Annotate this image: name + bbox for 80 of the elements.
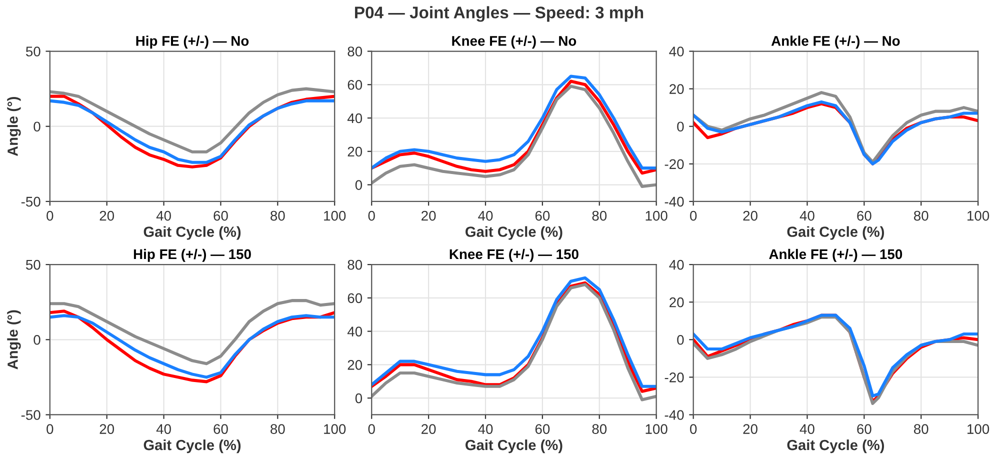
x-tick-label: 60 — [535, 424, 550, 434]
y-tick-label: 20 — [348, 360, 362, 370]
x-tick-label: 60 — [214, 424, 228, 434]
x-tick-label: 20 — [422, 210, 436, 221]
y-tick-label: -50 — [21, 196, 40, 207]
text: P04 — Joint Angles — Speed: 3 mph — [355, 6, 644, 22]
y-tick-label: -20 — [664, 159, 684, 170]
line-series — [50, 87, 335, 154]
y-tick-label: 0 — [355, 180, 362, 190]
chart-title: Knee FE (+/-) — No — [452, 36, 576, 49]
x-tick-label: 80 — [914, 424, 928, 434]
y-tick-label: 20 — [670, 84, 684, 94]
x-tick-label: 40 — [156, 424, 171, 434]
x-tick-label: 0 — [368, 424, 375, 434]
y-tick-label: 80 — [348, 260, 362, 270]
line-series — [50, 299, 335, 366]
y-tick-label: 0 — [677, 334, 684, 345]
line-series — [372, 84, 656, 188]
y-tick-label: 50 — [26, 46, 40, 56]
x-tick-label: 40 — [800, 210, 814, 221]
x-tick-label: 100 — [968, 210, 990, 221]
y-tick-label: -40 — [664, 410, 684, 420]
x-tick-label: 40 — [156, 210, 171, 221]
chart-title: Hip FE (+/-) — 150 — [134, 248, 251, 262]
y-tick-label: 40 — [347, 326, 362, 336]
x-tick-label: 20 — [743, 424, 758, 434]
x-tick-label: 0 — [690, 424, 697, 434]
x-tick-label: 60 — [857, 210, 872, 221]
x-tick-label: 40 — [478, 424, 493, 434]
x-tick-label: 100 — [968, 424, 990, 434]
x-tick-label: 60 — [857, 424, 872, 434]
x-tick-label: 60 — [535, 210, 550, 221]
y-tick-label: 60 — [348, 293, 362, 304]
x-tick-label: 0 — [690, 210, 697, 221]
chart-title: Knee FE (+/-) — 150 — [450, 248, 578, 262]
y-tick-label: -50 — [21, 410, 40, 420]
y-tick-label: 40 — [669, 260, 684, 270]
chart-title: Hip FE (+/-) — No — [136, 36, 249, 49]
x-tick-label: 0 — [46, 424, 54, 434]
x-tick-label: 40 — [478, 210, 493, 221]
y-tick-label: 0 — [355, 393, 362, 404]
x-axis-title: Gait Cycle (%) — [787, 439, 884, 454]
x-tick-label: 100 — [324, 210, 346, 221]
y-tick-label: 80 — [348, 46, 362, 56]
x-tick-label: 100 — [646, 210, 668, 221]
x-tick-label: 20 — [422, 424, 436, 434]
x-tick-label: 80 — [270, 424, 285, 434]
x-tick-label: 80 — [914, 210, 928, 221]
x-tick-label: 100 — [646, 424, 668, 434]
x-axis-title: Gait Cycle (%) — [144, 226, 241, 240]
x-axis-title: Gait Cycle (%) — [144, 439, 241, 454]
y-tick-label: 40 — [347, 113, 362, 124]
x-tick-label: 100 — [324, 424, 346, 434]
chart-title: Ankle FE (+/-) — No — [771, 36, 900, 49]
y-axis-title: Angle (°) — [7, 97, 21, 156]
x-tick-label: 80 — [592, 210, 607, 221]
x-axis-title: Gait Cycle (%) — [787, 226, 884, 240]
y-tick-label: -40 — [664, 196, 684, 207]
y-tick-label: 20 — [670, 297, 684, 308]
x-tick-label: 80 — [270, 210, 285, 221]
x-tick-label: 40 — [800, 424, 814, 434]
x-tick-label: 80 — [592, 424, 607, 434]
y-tick-label: 50 — [26, 260, 40, 270]
x-tick-label: 60 — [214, 210, 228, 221]
x-axis-title: Gait Cycle (%) — [466, 226, 562, 240]
x-tick-label: 0 — [368, 210, 375, 221]
x-tick-label: 0 — [46, 210, 54, 221]
y-tick-label: 0 — [34, 334, 40, 345]
y-tick-label: 0 — [34, 122, 40, 132]
y-tick-label: 20 — [348, 146, 362, 157]
chart-title: Ankle FE (+/-) — 150 — [769, 248, 902, 262]
x-axis-title: Gait Cycle (%) — [466, 439, 562, 454]
x-tick-label: 20 — [100, 210, 114, 221]
x-tick-label: 20 — [743, 210, 758, 221]
y-tick-label: 40 — [669, 46, 684, 56]
y-axis-title: Angle (°) — [7, 310, 21, 370]
x-tick-label: 20 — [100, 424, 114, 434]
y-tick-label: 60 — [348, 80, 362, 90]
y-tick-label: 0 — [677, 122, 684, 132]
y-tick-label: -20 — [664, 372, 684, 382]
